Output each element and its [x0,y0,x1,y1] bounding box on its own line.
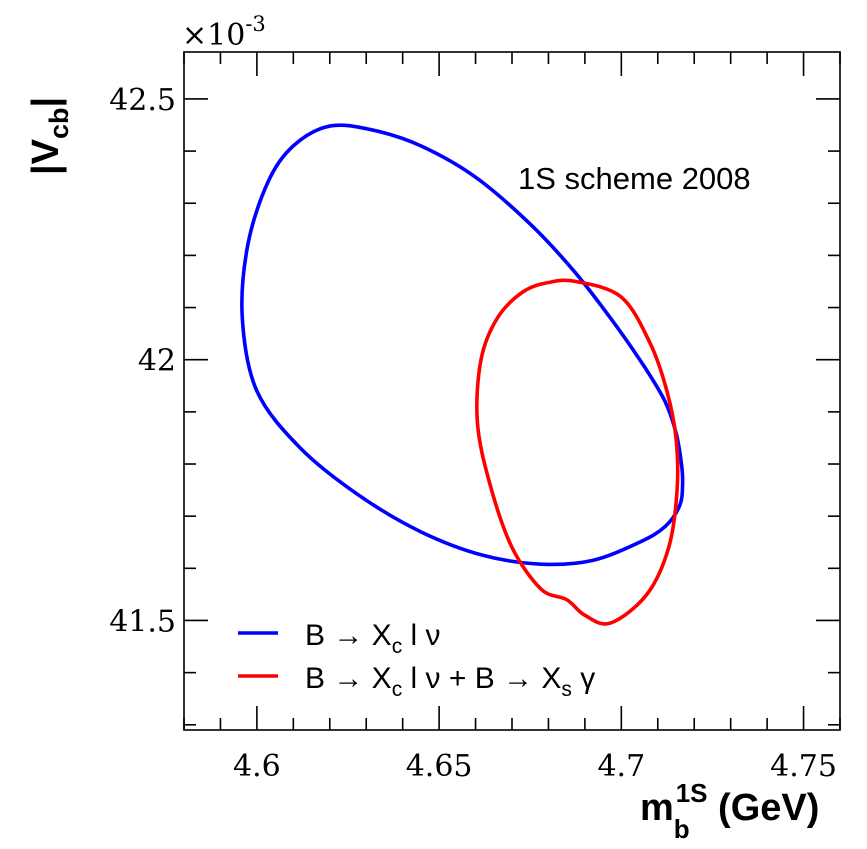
x-axis-title: mb1S (GeV) [640,778,819,844]
plot-frame [183,51,841,731]
tick-marks [183,52,841,730]
y-tick-label: 42 [138,344,176,379]
tick-labels: 4.6 4.65 4.7 4.75 41.5 42 42.5 [109,83,837,784]
chart-annotation: 1S scheme 2008 [518,161,751,196]
y-tick-label: 41.5 [109,604,176,639]
contour-curves [240,123,685,626]
legend-label-1: B → Xc l ν + B → Xs γ [305,662,595,701]
y-tick-label: 42.5 [109,83,176,118]
x-tick-label: 4.65 [406,749,473,784]
x-tick-label: 4.7 [597,749,645,784]
x-tick-label: 4.6 [233,749,281,784]
contour-series-1 [475,278,680,626]
legend-label-0: B → Xc l ν [305,619,441,658]
x-tick-label: 4.75 [770,749,837,784]
y-multiplier: ×10-3 [182,12,266,53]
contour-series-0 [240,123,685,567]
y-axis-title: |Vcb| [25,97,74,175]
legend: B → Xc l ν B → Xc l ν + B → Xs γ [238,619,595,701]
